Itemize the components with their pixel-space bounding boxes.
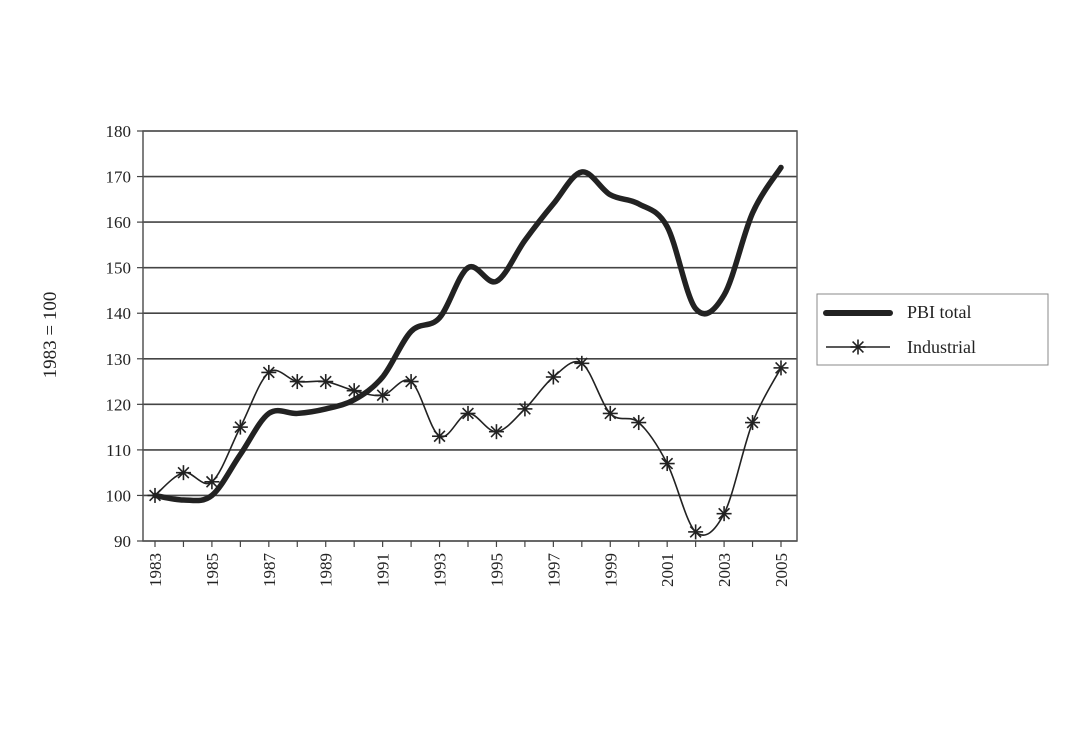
y-axis-label: 1983 = 100 bbox=[40, 292, 61, 379]
x-tick-label-1985: 1985 bbox=[203, 553, 222, 587]
y-tick-label-180: 180 bbox=[106, 122, 132, 141]
y-tick-label-120: 120 bbox=[106, 395, 132, 414]
marker-industrial-1997 bbox=[545, 369, 561, 385]
marker-industrial-1992 bbox=[403, 374, 419, 390]
x-tick-label-2003: 2003 bbox=[715, 553, 734, 587]
x-axis-ticks: 1983 1985 1987 1989 1991 1993 1995 1997 1999 2001… bbox=[146, 541, 791, 587]
y-tick-label-160: 160 bbox=[106, 213, 132, 232]
marker-industrial-2000 bbox=[631, 415, 647, 431]
y-tick-label-140: 140 bbox=[106, 304, 132, 323]
y-tick-label-130: 130 bbox=[106, 350, 132, 369]
x-tick-label-1997: 1997 bbox=[544, 553, 563, 588]
marker-industrial-1999 bbox=[602, 405, 618, 421]
x-tick-label-1989: 1989 bbox=[317, 553, 336, 587]
legend-label-industrial: Industrial bbox=[907, 337, 976, 357]
x-tick-label-1987: 1987 bbox=[260, 553, 279, 588]
marker-industrial-1986 bbox=[232, 419, 248, 435]
marker-industrial-1988 bbox=[289, 374, 305, 390]
x-tick-label-1991: 1991 bbox=[374, 553, 393, 587]
x-tick-label-2005: 2005 bbox=[772, 553, 791, 587]
marker-industrial-1984 bbox=[175, 465, 191, 481]
y-axis-ticks: 90 100 110 120 130 140 150 160 170 180 bbox=[106, 122, 143, 551]
x-tick-label-1993: 1993 bbox=[431, 553, 450, 587]
plot-area-frame bbox=[142, 130, 798, 542]
legend-label-pbi-total: PBI total bbox=[907, 302, 972, 322]
x-tick-label-1983: 1983 bbox=[146, 553, 165, 587]
marker-industrial-1993 bbox=[432, 428, 448, 444]
marker-industrial-1985 bbox=[204, 474, 220, 490]
legend: PBI total Industrial bbox=[816, 293, 1049, 366]
marker-industrial-1994 bbox=[460, 405, 476, 421]
marker-industrial-2004 bbox=[745, 415, 761, 431]
marker-industrial-1996 bbox=[517, 401, 533, 417]
legend-box bbox=[816, 293, 1049, 366]
series-line-pbi-total bbox=[152, 164, 784, 504]
marker-industrial-1995 bbox=[488, 424, 504, 440]
marker-industrial-2001 bbox=[659, 456, 675, 472]
marker-industrial-1990 bbox=[346, 383, 362, 399]
series-layer bbox=[147, 164, 789, 540]
marker-industrial-1987 bbox=[261, 364, 277, 380]
y-tick-label-110: 110 bbox=[106, 441, 131, 460]
x-tick-label-1999: 1999 bbox=[601, 553, 620, 587]
marker-industrial-2002 bbox=[688, 524, 704, 540]
y-tick-label-100: 100 bbox=[106, 486, 132, 505]
y-tick-label-90: 90 bbox=[114, 532, 131, 551]
y-tick-label-150: 150 bbox=[106, 259, 132, 278]
marker-industrial-2005 bbox=[773, 360, 789, 376]
marker-industrial-1983 bbox=[147, 487, 163, 503]
legend-marker-industrial bbox=[850, 339, 866, 355]
legend-star-glyph bbox=[850, 339, 866, 355]
x-tick-label-1995: 1995 bbox=[487, 553, 506, 587]
marker-industrial-1998 bbox=[574, 355, 590, 371]
gridlines bbox=[143, 130, 797, 542]
marker-industrial-1989 bbox=[318, 374, 334, 390]
y-tick-label-170: 170 bbox=[106, 168, 132, 187]
x-tick-label-2001: 2001 bbox=[658, 553, 677, 587]
marker-industrial-1991 bbox=[375, 387, 391, 403]
marker-industrial-2003 bbox=[716, 506, 732, 522]
series-line-industrial bbox=[154, 361, 782, 536]
